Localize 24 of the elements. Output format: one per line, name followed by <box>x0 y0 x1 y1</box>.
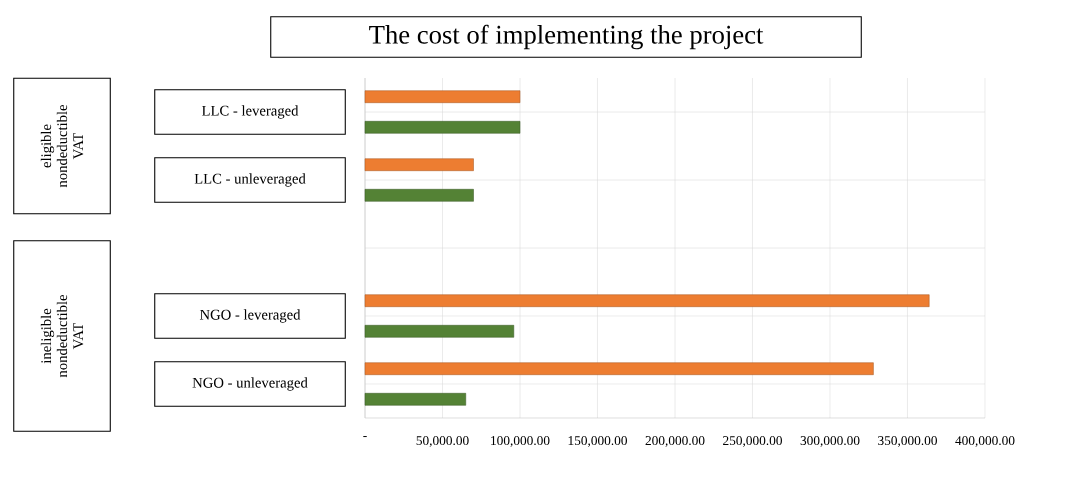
text: ineligible nondeductible VAT <box>40 294 84 378</box>
text: eligible nondeductible VAT <box>40 104 84 188</box>
y-tick-label: LLC - unleveraged <box>194 173 306 187</box>
x-tick-label: 400,000.00 <box>955 436 1015 447</box>
y-tick-label: LLC - leveraged <box>201 105 299 119</box>
bar <box>364 90 521 103</box>
bar <box>364 189 474 202</box>
x-tick-label: 100,000.00 <box>491 436 550 447</box>
bar <box>364 121 521 134</box>
y-tick-label: NGO - leveraged <box>199 309 301 323</box>
x-tick-label: 50,000.00 <box>416 436 469 447</box>
x-tick-label: - <box>363 436 367 438</box>
bar <box>364 393 467 406</box>
x-tick-label: 250,000.00 <box>723 436 782 447</box>
bar <box>364 294 930 307</box>
bar <box>364 158 474 171</box>
bar <box>364 325 515 338</box>
bar <box>364 362 874 375</box>
x-tick-label: 350,000.00 <box>878 436 937 447</box>
y-tick-label: NGO - unleveraged <box>192 377 308 391</box>
x-tick-label: 200,000.00 <box>645 436 705 447</box>
chart-title: The cost of implementing the project <box>369 24 764 50</box>
x-tick-label: 300,000.00 <box>800 436 860 447</box>
x-tick-label: 150,000.00 <box>568 436 627 447</box>
